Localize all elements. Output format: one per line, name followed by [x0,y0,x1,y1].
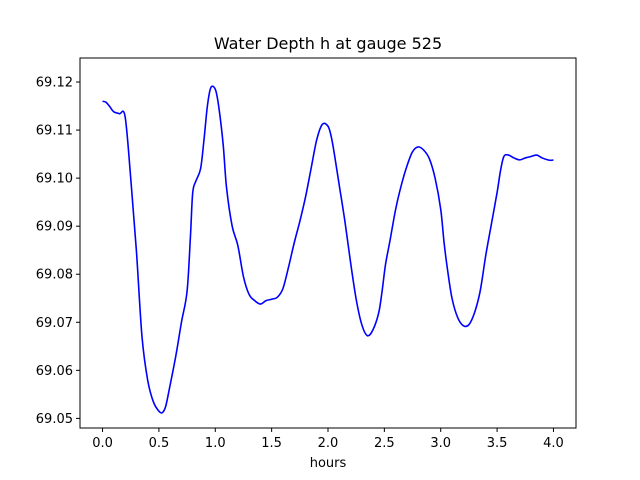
y-tick-label: 69.09 [36,220,73,235]
y-tick-label: 69.05 [36,412,73,427]
x-tick-label: 3.5 [487,436,508,451]
plot-area [102,85,554,414]
x-tick-label: 2.5 [374,436,395,451]
x-tick-label: 0.5 [149,436,170,451]
x-axis-label: hours [310,456,347,471]
y-tick-label: 69.11 [36,124,73,139]
y-tick-label: 69.08 [36,268,73,283]
x-tick-label: 4.0 [543,436,564,451]
x-tick-label: 1.5 [261,436,282,451]
x-tick-label: 2.0 [318,436,339,451]
chart-title: Water Depth h at gauge 525 [214,34,442,53]
x-tick-label: 0.0 [92,436,113,451]
y-tick-label: 69.07 [36,316,73,331]
y-axis: 69.05 69.06 69.07 69.08 69.09 69.10 69.11 69.12 [36,76,80,427]
y-tick-label: 69.12 [36,76,73,91]
x-tick-label: 1.0 [205,436,226,451]
y-tick-label: 69.10 [36,172,73,187]
y-tick-label: 69.06 [36,364,73,379]
series-line [102,85,554,414]
x-axis: 0.0 0.5 1.0 1.5 2.0 2.5 3.0 3.5 4.0 [92,428,564,451]
x-tick-label: 3.0 [430,436,451,451]
